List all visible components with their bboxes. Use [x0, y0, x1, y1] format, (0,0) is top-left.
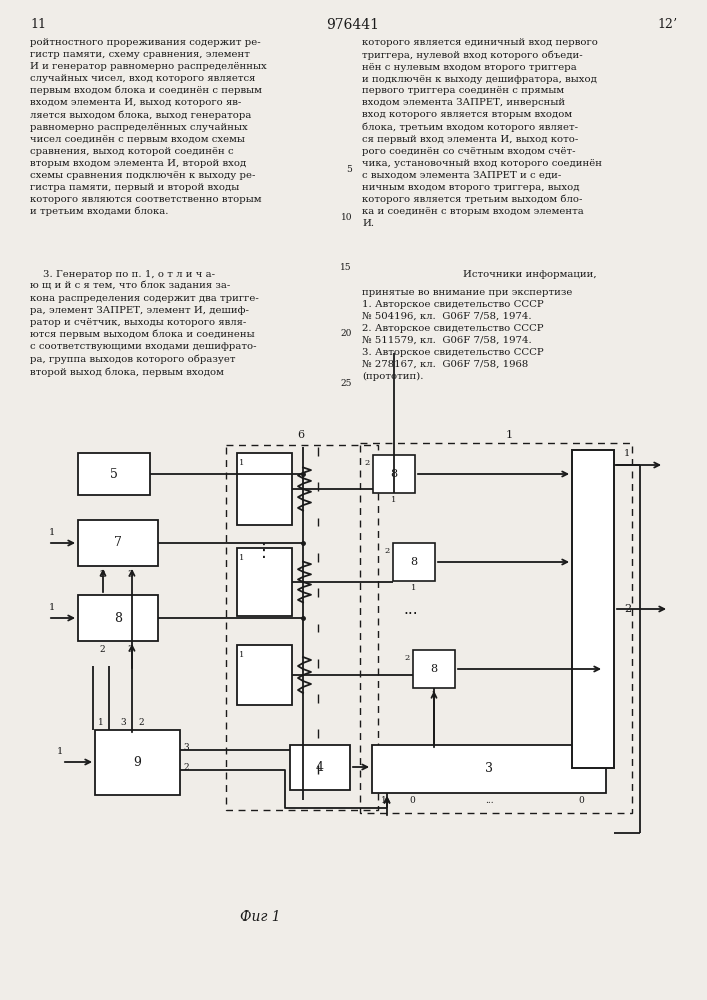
- Text: 2: 2: [183, 764, 189, 772]
- Text: 8: 8: [431, 664, 438, 674]
- Text: 8: 8: [411, 557, 418, 567]
- Text: 9: 9: [134, 756, 141, 769]
- Text: 1: 1: [381, 796, 387, 805]
- Text: 3: 3: [183, 744, 189, 752]
- Text: 1: 1: [624, 449, 630, 458]
- Bar: [373, 455, 415, 493]
- Bar: [360, 443, 632, 813]
- Text: 2: 2: [404, 654, 410, 662]
- Bar: [237, 453, 292, 525]
- Text: 15: 15: [340, 262, 352, 271]
- Bar: [237, 645, 292, 705]
- Bar: [78, 520, 158, 566]
- Text: 4: 4: [316, 761, 324, 774]
- Text: Источники информации,: Источники информации,: [463, 270, 597, 279]
- Text: 1: 1: [411, 584, 416, 592]
- Bar: [413, 650, 455, 688]
- Text: 3: 3: [127, 570, 133, 579]
- Text: ⋮: ⋮: [255, 542, 273, 560]
- Text: 2: 2: [365, 459, 370, 467]
- Text: 1: 1: [57, 747, 63, 756]
- Text: 2: 2: [99, 645, 105, 654]
- Bar: [226, 445, 378, 810]
- Text: 12ʼ: 12ʼ: [658, 18, 677, 31]
- Text: ройтностного прореживания содержит ре-
гистр памяти, схему сравнения, элемент
И : ройтностного прореживания содержит ре- г…: [30, 38, 267, 216]
- Text: 3: 3: [127, 645, 133, 654]
- Text: 1: 1: [391, 496, 397, 504]
- Text: 1: 1: [239, 459, 245, 467]
- Text: 1: 1: [506, 430, 513, 440]
- Text: 1: 1: [239, 554, 245, 562]
- Text: 25: 25: [341, 379, 352, 388]
- Text: ···: ···: [404, 607, 419, 622]
- Text: ...: ...: [485, 796, 493, 805]
- Text: 20: 20: [341, 330, 352, 338]
- Bar: [78, 595, 158, 641]
- Text: 976441: 976441: [327, 18, 380, 32]
- Text: 1: 1: [98, 718, 104, 727]
- Text: 2: 2: [385, 547, 390, 555]
- Text: 3. Генератор по п. 1, о т л и ч а-
ю щ и й с я тем, что блок задания за-
кона ра: 3. Генератор по п. 1, о т л и ч а- ю щ и…: [30, 270, 259, 377]
- Text: 10: 10: [341, 214, 352, 223]
- Text: 2: 2: [138, 718, 144, 727]
- Bar: [372, 745, 606, 793]
- Text: 1: 1: [49, 603, 55, 612]
- Text: 0: 0: [578, 796, 584, 805]
- Bar: [393, 543, 435, 581]
- Text: 6: 6: [298, 430, 305, 440]
- Text: 1: 1: [49, 528, 55, 537]
- Text: которого является единичный вход первого
триггера, нулевой вход которого объеди-: которого является единичный вход первого…: [362, 38, 602, 228]
- Text: 7: 7: [114, 536, 122, 550]
- Bar: [95, 730, 180, 795]
- Bar: [290, 745, 350, 790]
- Text: принятые во внимание при экспертизе
1. Авторское свидетельство СССР
№ 504196, кл: принятые во внимание при экспертизе 1. А…: [362, 288, 573, 381]
- Text: 1: 1: [431, 691, 437, 699]
- Text: 5: 5: [346, 165, 352, 174]
- Bar: [78, 453, 150, 495]
- Text: 5: 5: [110, 468, 118, 481]
- Text: Фиг 1: Фиг 1: [240, 910, 280, 924]
- Bar: [572, 450, 614, 768]
- Text: 11: 11: [30, 18, 46, 31]
- Bar: [237, 548, 292, 616]
- Text: 8: 8: [390, 469, 397, 479]
- Text: 8: 8: [114, 611, 122, 624]
- Text: 3: 3: [120, 718, 126, 727]
- Text: 1: 1: [239, 651, 245, 659]
- Text: 0: 0: [409, 796, 415, 805]
- Text: 3: 3: [485, 762, 493, 776]
- Text: 2: 2: [99, 570, 105, 579]
- Text: 2: 2: [624, 604, 631, 614]
